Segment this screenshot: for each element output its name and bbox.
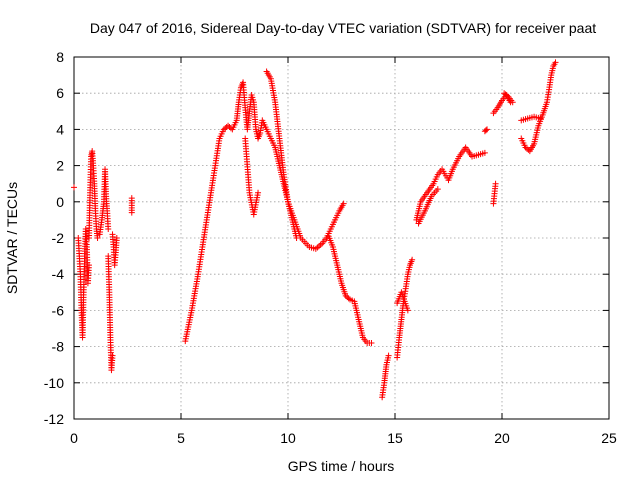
grid: [74, 57, 609, 419]
data-point: [434, 186, 441, 193]
data-point: [385, 352, 392, 359]
data-point: [368, 339, 375, 346]
axis-ticks: 0 5 10 15 20 25 -12 -10 -8 -6 -4 -2 0 2 4 6 8: [44, 49, 617, 446]
data-point: [109, 352, 116, 359]
y-tick-label: -6: [52, 302, 65, 318]
y-tick-label: -10: [44, 375, 64, 391]
x-tick-label: 0: [70, 430, 78, 446]
y-tick-label: 8: [56, 49, 64, 65]
data-point: [484, 126, 491, 133]
y-axis-label: SDTVAR / TECUs: [4, 182, 20, 294]
data-point: [509, 99, 516, 106]
data-point: [113, 235, 120, 241]
data-point: [128, 209, 135, 216]
y-tick-label: 6: [56, 85, 64, 101]
data-point: [105, 225, 112, 232]
data-point: [552, 59, 559, 66]
y-tick-label: -12: [44, 411, 64, 427]
x-tick-label: 20: [494, 430, 510, 446]
x-tick-label: 15: [387, 430, 403, 446]
x-tick-label: 10: [280, 430, 296, 446]
data-point: [492, 180, 499, 187]
data-point: [409, 256, 416, 263]
data-point: [481, 149, 488, 156]
data-point: [293, 235, 300, 241]
data-point: [482, 127, 489, 134]
data-point: [404, 307, 411, 314]
data-point: [503, 92, 510, 99]
x-tick-label: 25: [601, 430, 617, 446]
x-tick-label: 5: [177, 430, 185, 446]
y-tick-label: 0: [56, 194, 64, 210]
data-point: [537, 115, 544, 122]
data-points: [71, 59, 559, 401]
y-tick-label: -8: [52, 339, 65, 355]
data-point: [345, 295, 352, 302]
y-tick-label: 2: [56, 158, 64, 174]
y-tick-label: 4: [56, 121, 64, 137]
data-point: [340, 200, 347, 207]
y-tick-label: -2: [52, 230, 65, 246]
y-tick-label: -4: [52, 266, 65, 282]
data-point: [71, 184, 77, 191]
data-point: [94, 235, 101, 241]
data-point: [255, 189, 262, 196]
x-axis-label: GPS time / hours: [288, 458, 395, 474]
chart-title: Day 047 of 2016, Sidereal Day-to-day VTE…: [90, 20, 596, 36]
data-point: [85, 262, 92, 269]
